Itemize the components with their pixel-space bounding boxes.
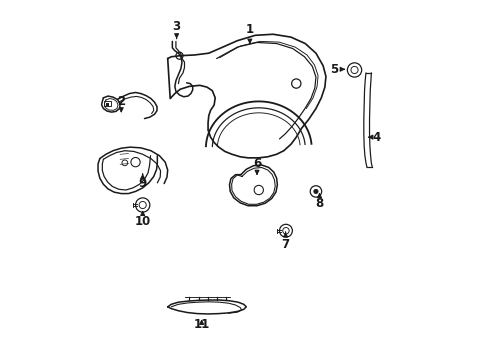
Text: 6: 6 <box>252 157 261 174</box>
Text: 8: 8 <box>315 194 323 210</box>
Text: 7: 7 <box>281 232 289 251</box>
Bar <box>104 102 111 107</box>
Text: 4: 4 <box>368 131 380 144</box>
Text: 3: 3 <box>172 20 181 39</box>
Text: 2: 2 <box>117 95 125 112</box>
Text: 9: 9 <box>138 174 146 190</box>
Text: 11: 11 <box>193 318 209 331</box>
Bar <box>105 103 108 106</box>
Text: 5: 5 <box>329 63 344 76</box>
Text: 10: 10 <box>134 211 150 228</box>
Circle shape <box>313 189 317 194</box>
Text: 1: 1 <box>245 23 253 43</box>
